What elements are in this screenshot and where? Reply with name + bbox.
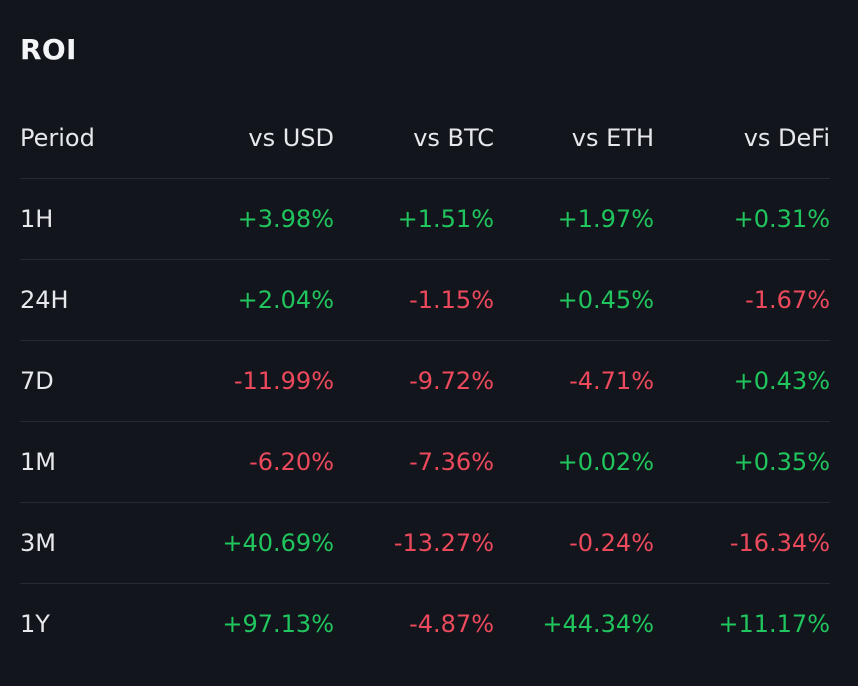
roi-vs-eth-cell: -4.71% [494,340,654,422]
roi-vs-btc-cell: -7.36% [334,421,494,503]
roi-vs-usd-cell: +97.13% [222,610,334,638]
roi-vs-usd-cell: +2.04% [190,259,334,341]
column-header-vs-btc: vs BTC [334,98,494,179]
panel-title: ROI [20,33,77,66]
roi-vs-eth-cell: +44.34% [542,610,654,638]
roi-vs-btc-cell: -4.87% [409,610,494,638]
roi-vs-defi-cell: +0.43% [654,340,830,422]
roi-vs-defi-cell: -16.34% [654,502,830,584]
period-cell: 1M [20,421,190,503]
roi-vs-defi-cell: -1.67% [654,259,830,341]
period-cell: 24H [20,259,190,341]
roi-vs-eth-cell: -0.24% [494,502,654,584]
period-cell: 3M [20,502,190,584]
column-header-vs-usd: vs USD [190,98,334,179]
roi-vs-btc-cell: -9.72% [334,340,494,422]
roi-vs-defi-cell: +0.35% [654,421,830,503]
roi-vs-defi-cell: +11.17% [718,610,830,638]
roi-vs-btc-cell: +1.51% [334,178,494,260]
roi-vs-btc-cell: -1.15% [334,259,494,341]
table-row: 7D -11.99% -9.72% -4.71% +0.43% [20,340,830,422]
column-header-vs-defi: vs DeFi [654,98,830,179]
roi-vs-usd-cell: +3.98% [190,178,334,260]
roi-vs-usd-cell: +40.69% [190,502,334,584]
roi-vs-btc-cell: -13.27% [334,502,494,584]
period-cell: 1H [20,178,190,260]
table-row: 1M -6.20% -7.36% +0.02% +0.35% [20,421,830,503]
roi-vs-defi-cell: +0.31% [654,178,830,260]
table-header-row: Period vs USD vs BTC vs ETH vs DeFi [20,98,830,179]
column-header-period: Period [20,98,190,179]
period-cell: 7D [20,340,190,422]
roi-vs-eth-cell: +0.02% [494,421,654,503]
column-header-vs-eth: vs ETH [494,98,654,179]
roi-vs-usd-cell: -11.99% [190,340,334,422]
roi-vs-eth-cell: +0.45% [494,259,654,341]
table-row: 24H +2.04% -1.15% +0.45% -1.67% [20,259,830,341]
period-cell: 1Y [20,610,50,638]
roi-table: Period vs USD vs BTC vs ETH vs DeFi 1H +… [20,98,830,664]
table-row: 1H +3.98% +1.51% +1.97% +0.31% [20,178,830,260]
table-row: 3M +40.69% -13.27% -0.24% -16.34% [20,502,830,584]
roi-vs-usd-cell: -6.20% [190,421,334,503]
table-row: 1Y +97.13% -4.87% +44.34% +11.17% [20,584,830,665]
roi-vs-eth-cell: +1.97% [494,178,654,260]
